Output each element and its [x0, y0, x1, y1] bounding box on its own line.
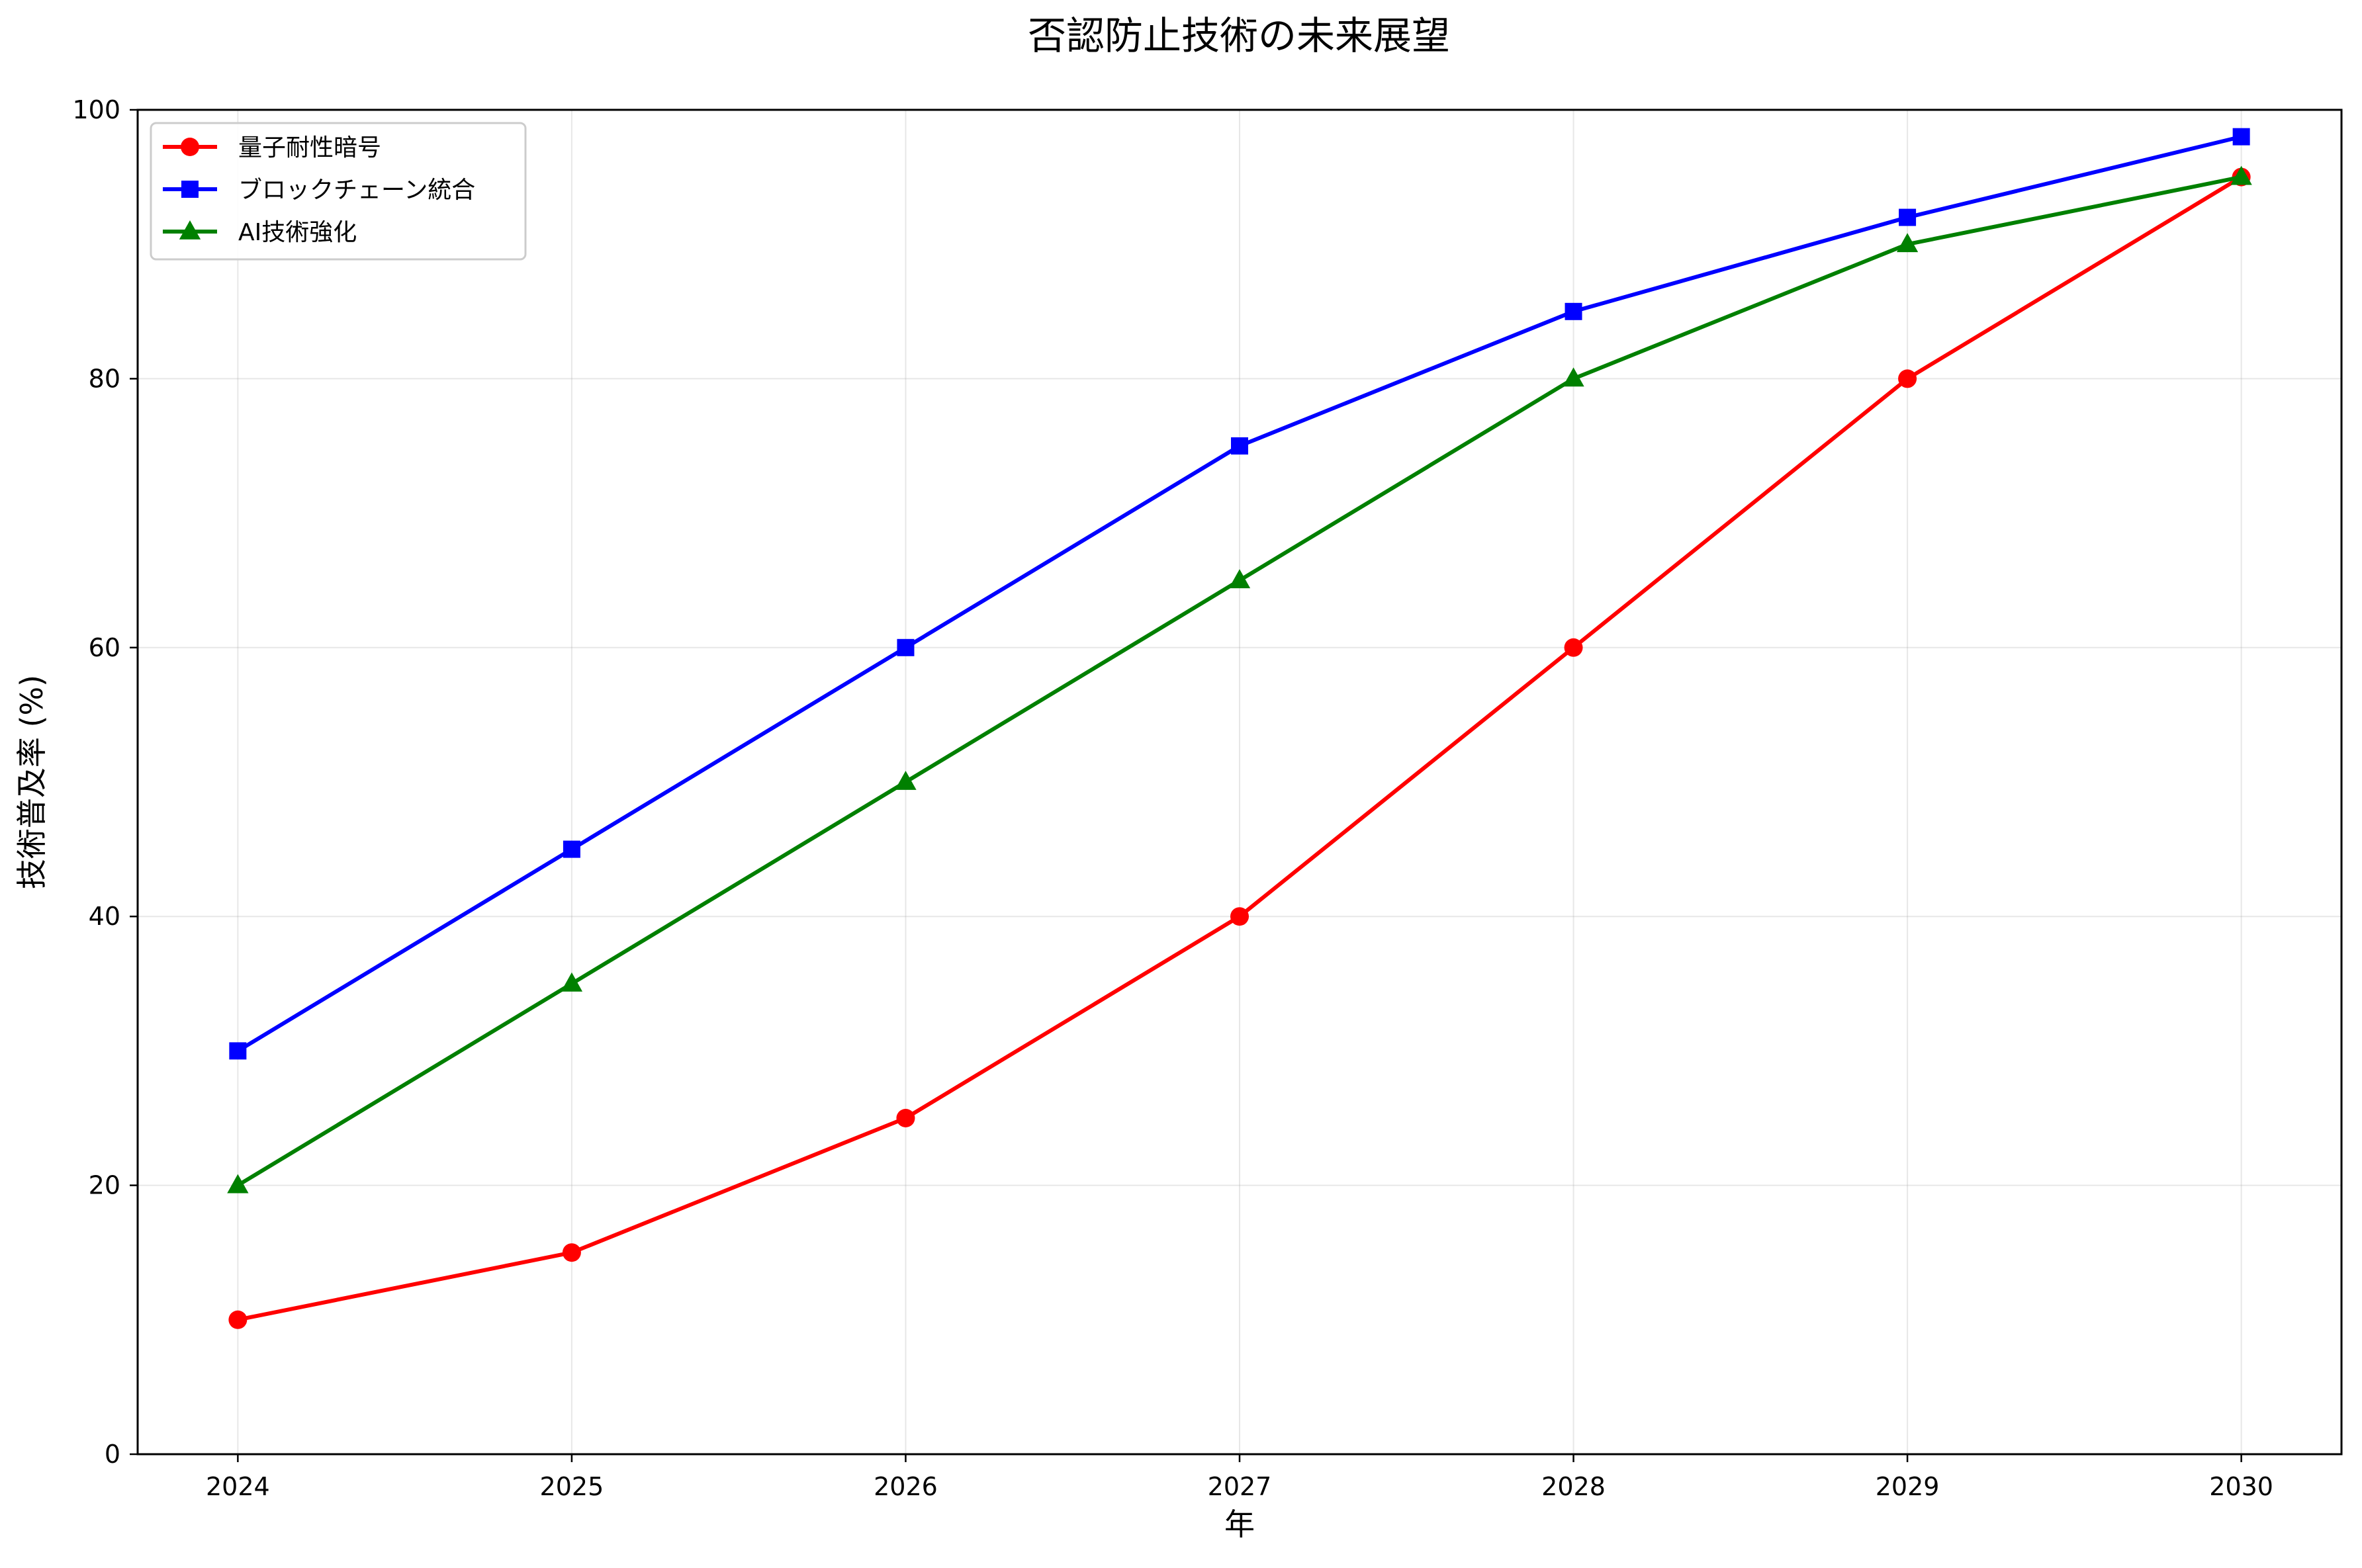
y-axis-label: 技術普及率 (%)	[14, 675, 50, 889]
x-tick-label: 2029	[1876, 1472, 1940, 1501]
data-point	[1565, 302, 1582, 320]
y-tick-label: 60	[89, 633, 120, 662]
x-tick-label: 2028	[1541, 1472, 1606, 1501]
data-point	[563, 840, 580, 858]
x-tick-label: 2027	[1208, 1472, 1272, 1501]
legend-marker	[181, 181, 199, 198]
legend-marker	[179, 220, 201, 240]
x-tick-label: 2030	[2209, 1472, 2273, 1501]
y-tick-label: 80	[89, 364, 120, 393]
data-point	[1899, 208, 1917, 226]
data-series	[227, 128, 2252, 1329]
axes: 2024 2025 2026 2027 2028 2029 2030 0 20 40 60 80 100	[72, 95, 2273, 1501]
y-tick-label: 20	[89, 1171, 120, 1200]
legend-item: AI技術強化	[163, 219, 357, 246]
data-point	[1228, 569, 1251, 589]
legend-item: ブロックチェーン統合	[163, 177, 475, 204]
legend-marker	[181, 138, 199, 156]
x-tick-label: 2024	[206, 1472, 270, 1501]
legend-label: AI技術強化	[238, 219, 357, 246]
legend-item: 量子耐性暗号	[163, 134, 381, 161]
data-point	[561, 972, 583, 992]
data-point	[2232, 128, 2250, 146]
legend-label: 量子耐性暗号	[238, 134, 381, 161]
series-2	[229, 128, 2250, 1060]
data-point	[1231, 437, 1248, 455]
data-point	[897, 638, 915, 656]
data-point	[896, 1109, 915, 1127]
series-3	[227, 165, 2252, 1194]
data-point	[1230, 907, 1249, 926]
y-tick-label: 0	[105, 1440, 120, 1469]
data-point	[1563, 367, 1584, 387]
y-tick-label: 40	[89, 902, 120, 931]
legend-box	[150, 122, 527, 261]
x-axis-label: 年	[1224, 1506, 1255, 1542]
data-point	[229, 1042, 247, 1060]
data-point	[1898, 369, 1917, 388]
x-tick-label: 2026	[874, 1472, 938, 1501]
data-point	[1564, 638, 1583, 657]
data-point	[562, 1243, 581, 1262]
data-point	[2230, 165, 2252, 185]
legend-label: ブロックチェーン統合	[238, 177, 475, 204]
data-point	[895, 771, 917, 790]
y-tick-label: 100	[72, 95, 120, 124]
data-point	[1896, 233, 1919, 253]
data-point	[227, 1174, 249, 1194]
data-point	[228, 1310, 248, 1329]
x-tick-label: 2025	[540, 1472, 604, 1501]
chart-title: 否認防止技術の未来展望	[1028, 13, 1450, 58]
plot-frame	[136, 109, 2343, 1456]
